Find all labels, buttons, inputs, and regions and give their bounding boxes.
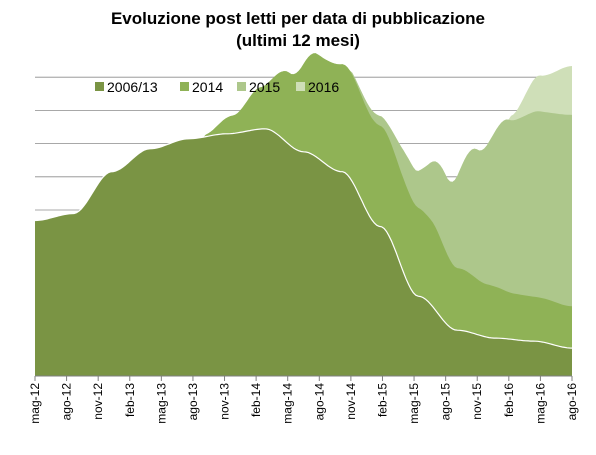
x-tick-label: feb-13 [123, 383, 137, 417]
chart-subtitle: (ultimi 12 mesi) [236, 31, 360, 50]
legend-swatch [180, 82, 189, 91]
x-tick-label: mag-16 [533, 383, 547, 424]
chart-title: Evoluzione post letti per data di pubbli… [110, 9, 486, 28]
x-axis: mag-12 ago-12 nov-12 feb-13 mag-13 ago-13 nov-… [28, 375, 579, 424]
area-edges [34, 128, 573, 349]
x-tick-label: ago-13 [186, 383, 200, 421]
x-tick-label: nov-12 [91, 383, 105, 420]
x-tick-label: mag-13 [154, 383, 168, 424]
x-tick-label: mag-15 [407, 383, 421, 424]
legend-label: 2014 [192, 79, 223, 95]
legend-swatch [95, 82, 104, 91]
x-tick-label: feb-14 [249, 383, 263, 417]
legend-label: 2006/13 [107, 79, 158, 95]
x-tick-label: nov-13 [218, 383, 232, 420]
x-tick-label: ago-15 [439, 383, 453, 421]
legend: 2006/13 2014 2015 2016 [95, 79, 339, 95]
x-tick-label: nov-15 [470, 383, 484, 420]
legend-label: 2016 [308, 79, 339, 95]
plot-areas [35, 53, 572, 377]
x-tick-label: ago-12 [60, 383, 74, 421]
legend-swatch [296, 82, 305, 91]
series-edge-line [34, 128, 573, 349]
x-tick-label: nov-14 [344, 383, 358, 420]
x-tick-label: mag-12 [28, 383, 42, 424]
x-tick-label: ago-14 [312, 383, 326, 421]
x-tick-label: ago-16 [565, 383, 579, 421]
legend-label: 2015 [249, 79, 280, 95]
x-tick-label: feb-16 [502, 383, 516, 417]
area-series-2006-13 [35, 128, 572, 376]
legend-swatch [237, 82, 246, 91]
chart-title-block: Evoluzione post letti per data di pubbli… [0, 8, 596, 52]
x-tick-label: mag-14 [281, 383, 295, 424]
x-tick-label: feb-15 [376, 383, 390, 417]
